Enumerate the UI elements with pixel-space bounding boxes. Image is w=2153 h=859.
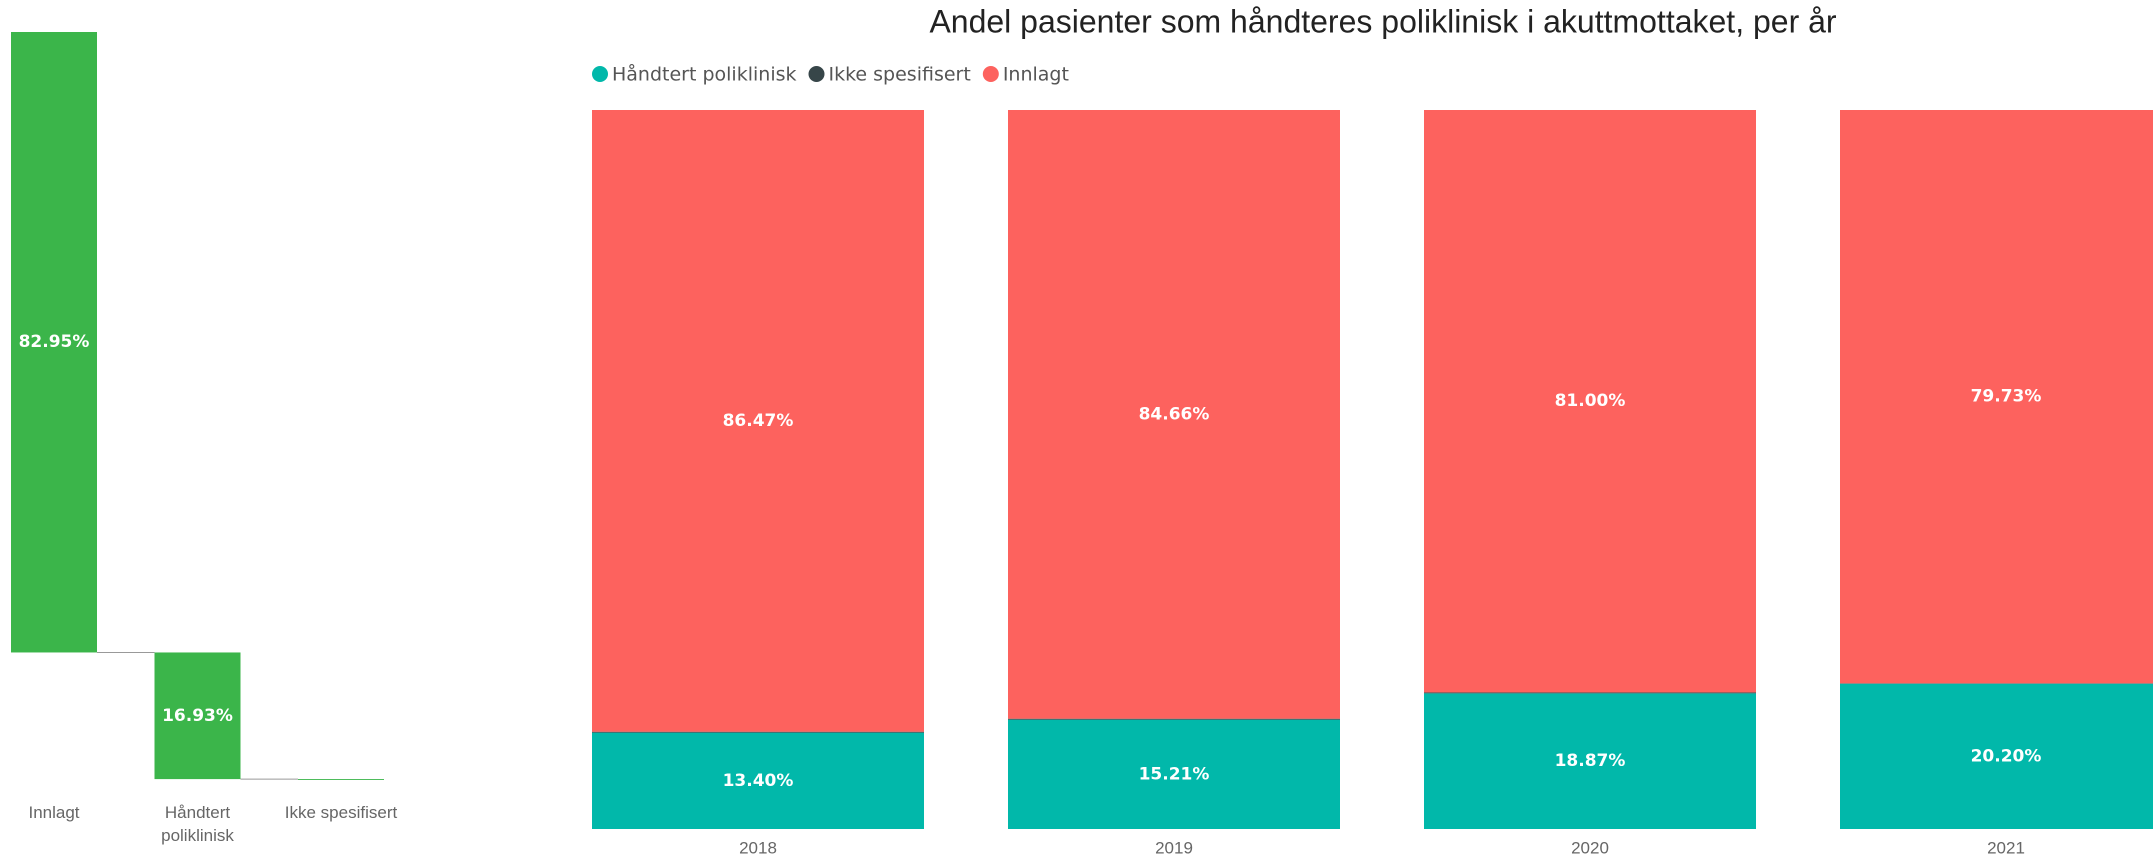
bar: [298, 779, 384, 780]
data-label: 79.73%: [1971, 387, 2042, 407]
chart-title: Andel pasienter som håndteres poliklinis…: [929, 3, 1836, 39]
x-tick-label: 2020: [1571, 838, 1609, 857]
bar-segment: [1008, 718, 1340, 720]
data-label: 84.66%: [1139, 404, 1210, 424]
bar-segment: [1840, 683, 2153, 684]
x-tick-label: 2021: [1987, 838, 2025, 857]
legend-marker: [982, 66, 999, 82]
legend-label: Innlagt: [1003, 64, 1069, 86]
legend-label: Håndtert poliklinisk: [612, 63, 797, 86]
data-label: 13.40%: [723, 771, 794, 791]
bar-segment: [1840, 110, 2153, 684]
legend-marker: [592, 66, 608, 82]
bar: [11, 32, 97, 653]
data-label: 20.20%: [1971, 746, 2042, 766]
bar-segment: [1840, 683, 2153, 829]
data-label: 15.21%: [1139, 764, 1210, 784]
data-label: 18.87%: [1555, 751, 1626, 771]
bar-segment: [1008, 719, 1340, 829]
data-label: 82.95%: [19, 332, 90, 352]
x-tick-label: Innlagt: [28, 803, 80, 822]
bar-segment: [592, 110, 924, 732]
legend-label: Ikke spesifisert: [829, 64, 971, 86]
bar-segment: [1424, 110, 1756, 693]
bar-segment: [1424, 693, 1756, 829]
legend-marker: [808, 66, 825, 82]
data-label: 16.93%: [162, 706, 233, 726]
bar-segment: [1008, 110, 1340, 719]
x-tick-label: 2018: [739, 838, 777, 857]
data-label: 81.00%: [1555, 391, 1626, 411]
data-label: 86.47%: [723, 411, 794, 431]
bar-segment: [592, 731, 924, 733]
x-tick-label: Ikke spesifisert: [284, 803, 398, 822]
bar-segment: [1424, 692, 1756, 694]
bar: [154, 652, 241, 780]
x-tick-label: Håndtert poliklinisk: [161, 803, 234, 845]
bar-segment: [592, 732, 924, 829]
x-tick-label: 2019: [1155, 838, 1193, 857]
